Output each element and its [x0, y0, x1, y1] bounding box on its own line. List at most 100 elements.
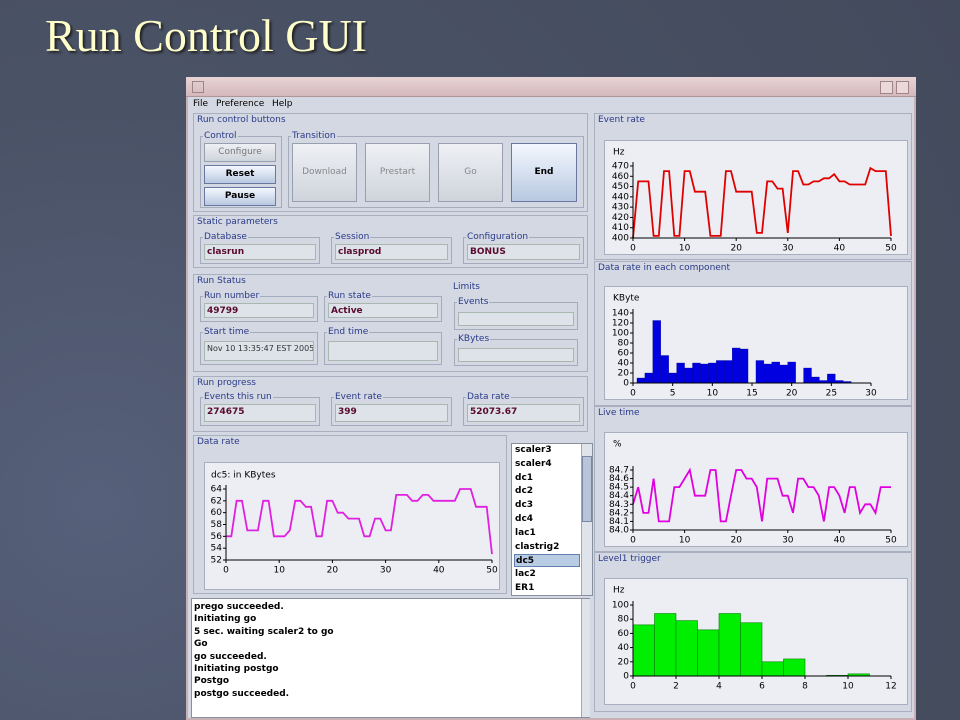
- field-value: clasprod: [335, 244, 448, 260]
- y-tick-label: 120: [612, 319, 629, 329]
- x-tick-label: 40: [834, 244, 846, 254]
- field-label: Run state: [327, 290, 372, 302]
- list-item[interactable]: clastrig2: [515, 541, 560, 552]
- x-tick-label: 10: [707, 389, 719, 399]
- y-tick-label: 58: [211, 520, 223, 530]
- bar: [811, 376, 820, 384]
- y-tick-label: 84.2: [609, 508, 629, 518]
- x-tick-label: 0: [223, 566, 229, 576]
- field-value: [458, 348, 574, 362]
- log-line: Go: [194, 639, 208, 650]
- reset-button[interactable]: Reset: [204, 165, 276, 184]
- bar: [652, 320, 661, 384]
- panel-label: Run progress: [197, 378, 256, 388]
- histogram-bar: [697, 629, 720, 677]
- field-label: Session: [334, 231, 371, 243]
- field-value: BONUS: [467, 244, 580, 260]
- menu-item[interactable]: Help: [272, 99, 293, 109]
- pause-button[interactable]: Pause: [204, 187, 276, 206]
- title-bar: [186, 77, 916, 97]
- transition-group: Transition: [288, 130, 584, 208]
- y-axis-label: Hz: [613, 586, 625, 596]
- y-tick-label: 84.5: [609, 483, 629, 493]
- log-area: [191, 598, 590, 718]
- configure-button[interactable]: Configure: [204, 143, 276, 162]
- list-item[interactable]: lac1: [515, 527, 536, 538]
- events-limit-field: Events: [454, 296, 578, 330]
- group-label: Limits: [453, 282, 480, 292]
- list-item[interactable]: dc4: [515, 514, 534, 524]
- data-line: [632, 467, 891, 523]
- y-tick-label: 400: [612, 234, 629, 244]
- histogram-bar: [675, 620, 698, 677]
- bar: [692, 362, 701, 384]
- y-tick-label: 440: [612, 192, 629, 202]
- list-item[interactable]: scaler3: [515, 445, 552, 455]
- y-tick-label: 410: [612, 223, 629, 233]
- x-tick-label: 5: [670, 389, 676, 399]
- bar: [779, 364, 788, 384]
- minimize-button[interactable]: [880, 81, 893, 94]
- list-item[interactable]: ER1: [515, 583, 535, 593]
- x-tick-label: 12: [885, 682, 896, 692]
- y-tick-label: 84.7: [609, 466, 629, 476]
- y-tick-label: 62: [211, 496, 222, 506]
- menu-item[interactable]: Preference: [216, 99, 265, 109]
- slide-title: Run Control GUI: [45, 10, 367, 61]
- field-value: [458, 312, 574, 326]
- field-label: Start time: [203, 326, 251, 338]
- x-tick-label: 20: [786, 389, 798, 399]
- x-tick-label: 0: [630, 244, 636, 254]
- field-label: Events this run: [203, 391, 273, 403]
- component-list: [511, 443, 593, 596]
- end-button[interactable]: End: [511, 143, 577, 202]
- y-tick-label: 52: [211, 556, 222, 566]
- x-tick-label: 10: [679, 536, 691, 546]
- y-tick-label: 60: [211, 508, 223, 518]
- list-item[interactable]: dc3: [515, 500, 534, 511]
- go-button[interactable]: Go: [438, 143, 503, 202]
- x-tick-label: 30: [380, 566, 392, 576]
- list-item[interactable]: dc2: [515, 486, 534, 497]
- start-time-field: Start time Nov 10 13:35:47 EST 2005: [200, 326, 318, 365]
- y-tick-label: 80: [618, 339, 630, 349]
- panel-label: Event rate: [598, 115, 645, 125]
- list-item[interactable]: lac2: [515, 569, 536, 580]
- histogram-bar: [761, 661, 784, 677]
- download-button[interactable]: Download: [292, 143, 357, 202]
- data-rate-field: Data rate 52073.67: [463, 391, 584, 426]
- bar: [803, 367, 812, 384]
- x-tick-label: 20: [730, 244, 742, 254]
- list-item[interactable]: dc5: [514, 554, 580, 568]
- bar: [684, 367, 693, 384]
- window-menu-button[interactable]: [192, 81, 204, 93]
- x-tick-label: 6: [759, 682, 765, 692]
- x-tick-label: 40: [433, 566, 445, 576]
- y-tick-label: 0: [623, 379, 629, 389]
- y-tick-label: 450: [612, 182, 629, 192]
- y-tick-label: 470: [612, 162, 629, 172]
- y-tick-label: 84.1: [609, 517, 629, 527]
- y-tick-label: 0: [623, 672, 629, 682]
- y-axis-label: %: [613, 440, 622, 450]
- panel-label: Static parameters: [197, 217, 278, 227]
- x-tick-label: 10: [273, 566, 285, 576]
- field-value: Active: [328, 303, 438, 318]
- list-item[interactable]: dc1: [515, 472, 534, 483]
- menu-item[interactable]: File: [193, 99, 209, 109]
- field-value: 49799: [204, 303, 314, 318]
- log-scrollbar[interactable]: [581, 599, 590, 717]
- close-button[interactable]: [896, 81, 909, 94]
- list-item[interactable]: scaler4: [515, 458, 552, 469]
- field-label: KBytes: [457, 333, 491, 345]
- prestart-button[interactable]: Prestart: [365, 143, 430, 202]
- y-tick-label: 84.6: [609, 474, 629, 484]
- x-tick-label: 0: [630, 389, 636, 399]
- x-tick-label: 0: [630, 536, 636, 546]
- panel-label: Level1 trigger: [598, 554, 661, 564]
- bar: [700, 363, 709, 384]
- y-tick-label: 460: [612, 172, 629, 182]
- list-scroll-thumb[interactable]: [582, 456, 592, 522]
- y-tick-label: 84.4: [609, 491, 629, 501]
